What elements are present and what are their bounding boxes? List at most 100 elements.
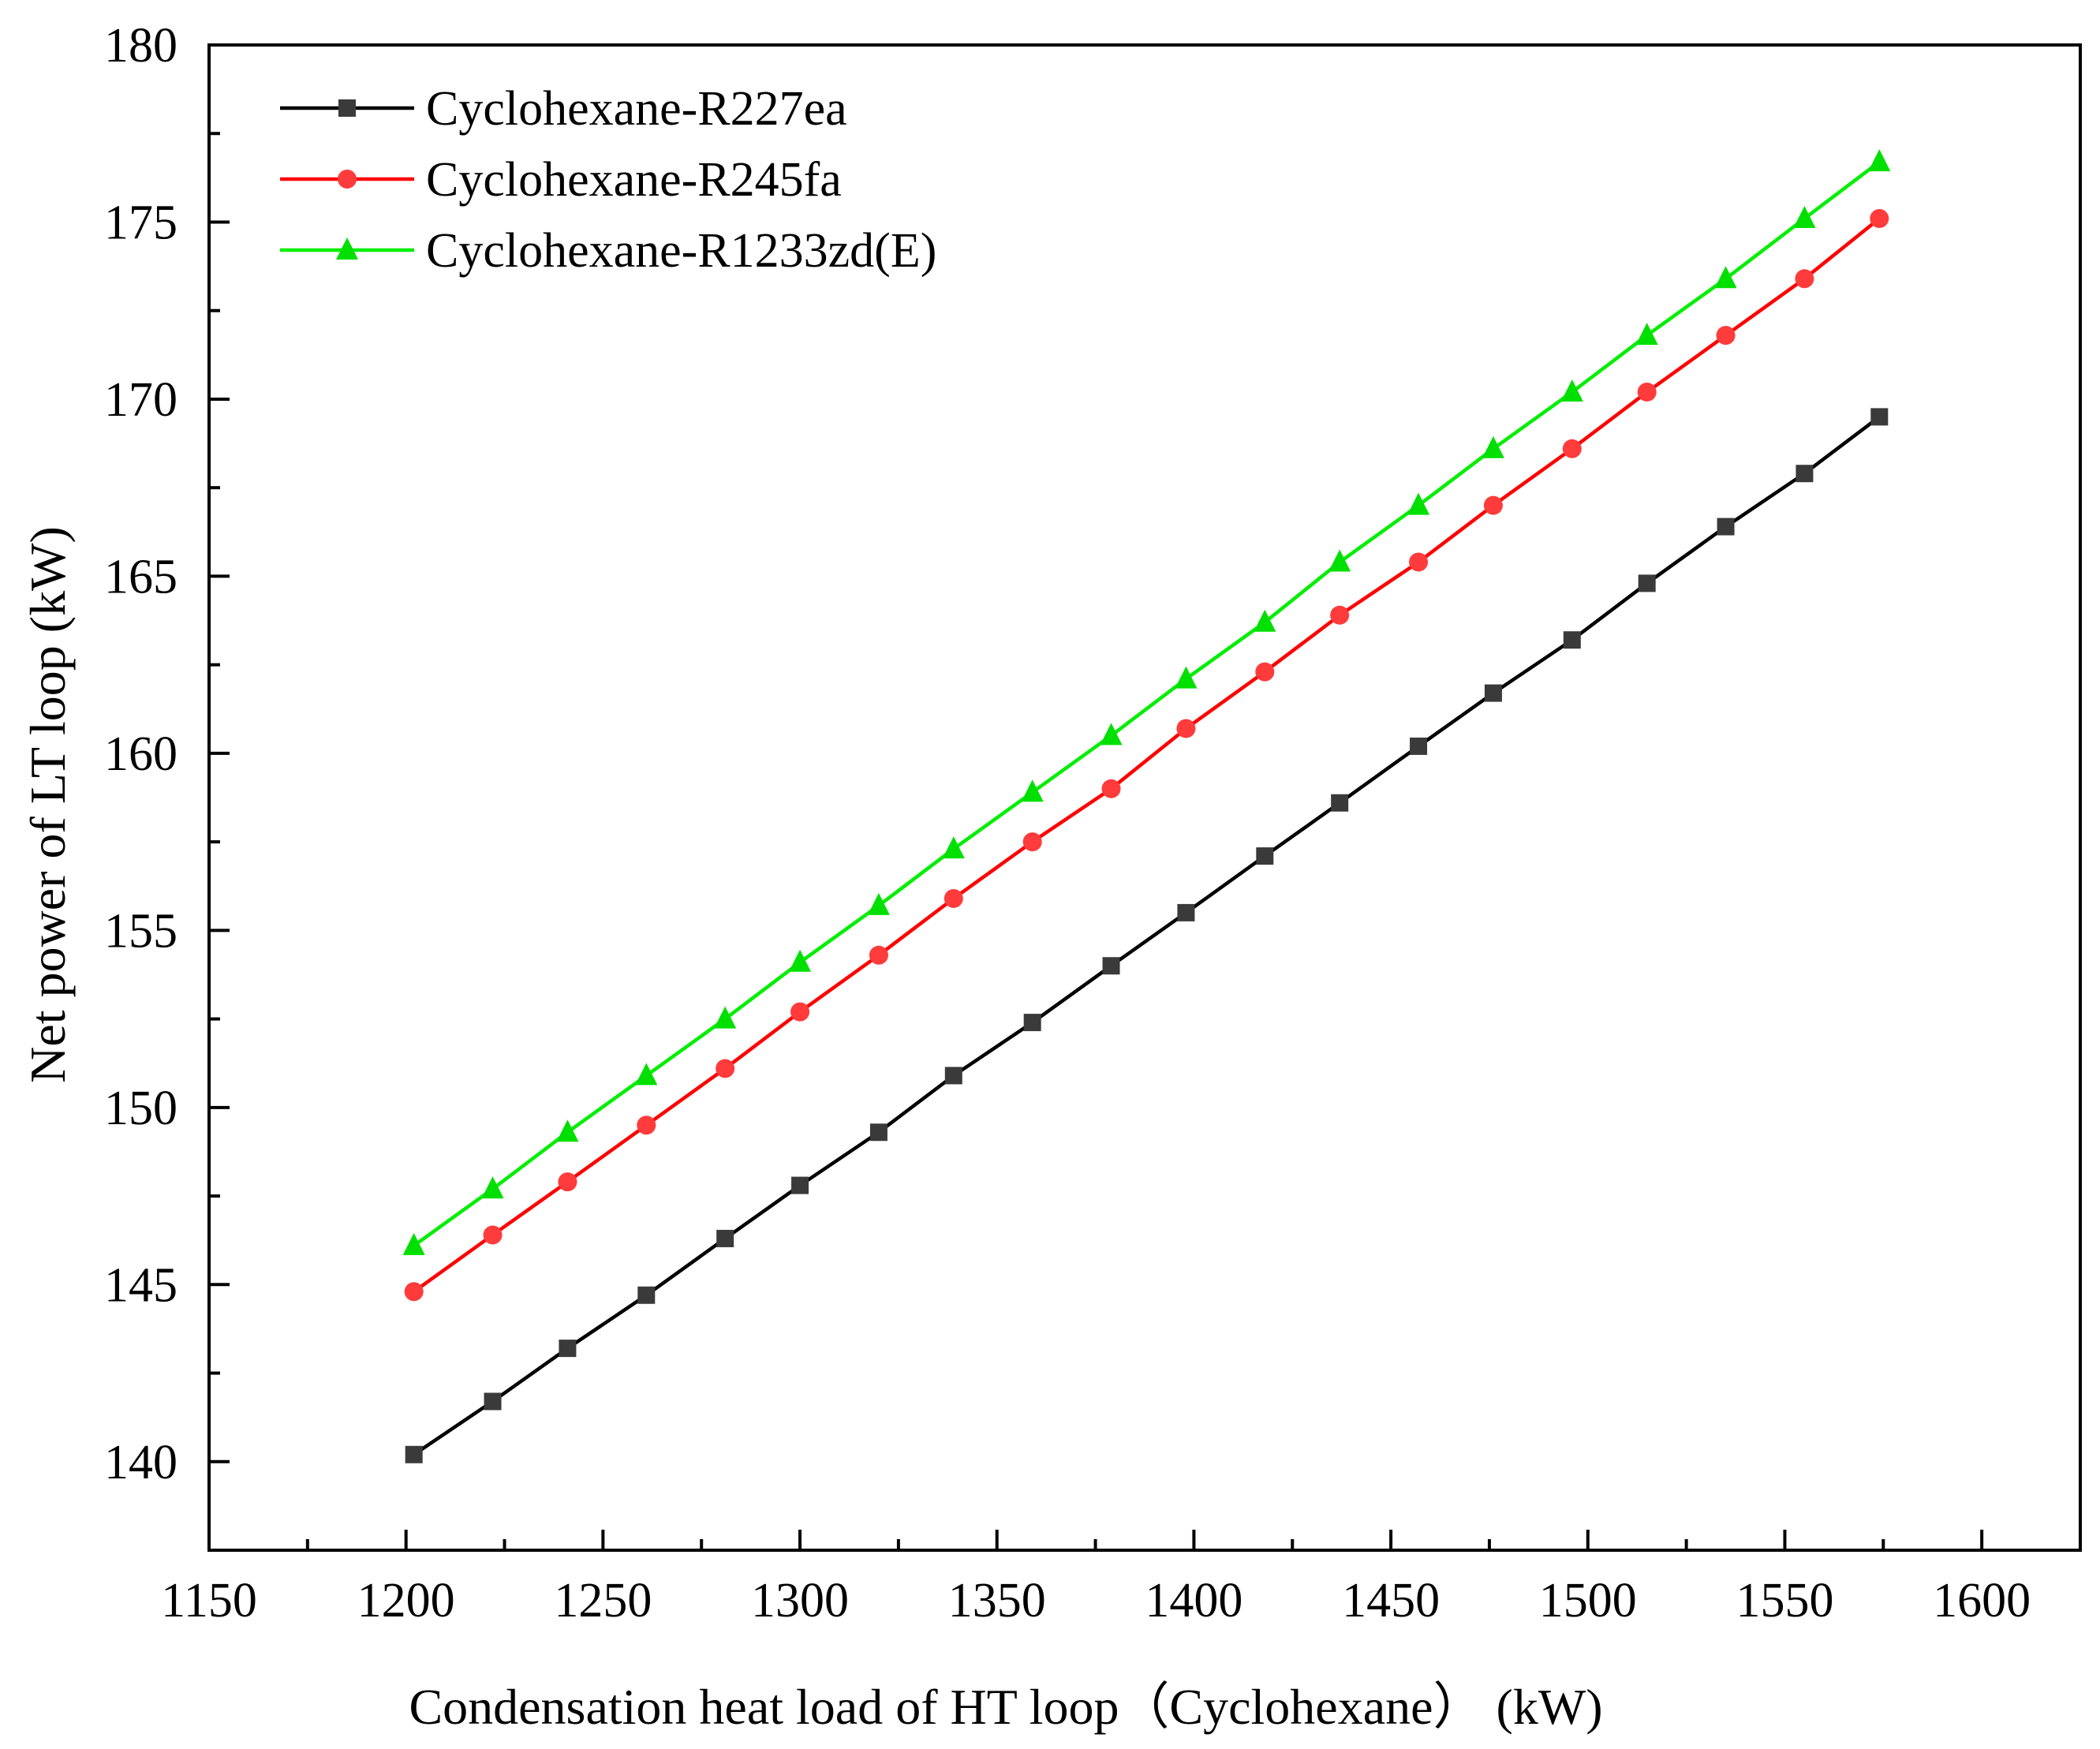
data-point bbox=[1870, 208, 1889, 228]
data-point bbox=[1254, 609, 1276, 632]
y-axis-title: Net power of LT loop (kW) bbox=[20, 526, 76, 1083]
data-point bbox=[1410, 737, 1428, 755]
legend-item: Cyclohexane-R1233zd(E) bbox=[280, 224, 936, 278]
data-point bbox=[637, 1286, 656, 1304]
data-point bbox=[714, 1006, 737, 1029]
legend-label: Cyclohexane-R245fa bbox=[426, 153, 842, 207]
data-point bbox=[1563, 631, 1581, 649]
legend-item: Cyclohexane-R227ea bbox=[280, 82, 847, 136]
legend-marker bbox=[338, 170, 357, 189]
data-point bbox=[481, 1176, 504, 1199]
data-point bbox=[1331, 794, 1349, 812]
data-point bbox=[1868, 149, 1891, 172]
y-tick-label: 160 bbox=[104, 727, 177, 781]
data-point bbox=[1637, 382, 1657, 402]
legend-marker bbox=[338, 99, 356, 117]
data-point bbox=[1638, 574, 1656, 592]
legend-marker bbox=[336, 237, 358, 260]
y-tick-label: 145 bbox=[104, 1258, 177, 1312]
data-point bbox=[556, 1119, 579, 1142]
x-tick-label: 1200 bbox=[357, 1574, 455, 1628]
y-tick-label: 150 bbox=[104, 1082, 177, 1135]
y-tick-label: 155 bbox=[104, 904, 177, 958]
data-point bbox=[404, 1282, 424, 1302]
x-tick-label: 1450 bbox=[1342, 1574, 1440, 1628]
data-point bbox=[944, 888, 963, 908]
data-point bbox=[1100, 723, 1123, 746]
data-point bbox=[635, 1063, 658, 1086]
data-point bbox=[1175, 666, 1198, 689]
legend: Cyclohexane-R227ea Cyclohexane-R245fa Cycl… bbox=[280, 82, 936, 278]
x-tick-label: 1350 bbox=[948, 1574, 1046, 1628]
data-point bbox=[1255, 662, 1275, 682]
y-tick-label: 170 bbox=[104, 373, 177, 427]
data-point bbox=[1483, 495, 1503, 515]
data-point bbox=[1256, 847, 1274, 865]
data-point bbox=[716, 1229, 734, 1247]
data-point bbox=[791, 1176, 809, 1194]
data-point bbox=[1870, 408, 1889, 426]
series-line bbox=[413, 415, 1881, 1456]
series-3 bbox=[402, 149, 1891, 1255]
data-point bbox=[1021, 779, 1044, 802]
y-tick-label: 175 bbox=[104, 196, 177, 249]
legend-item: Cyclohexane-R245fa bbox=[280, 153, 842, 207]
data-point bbox=[637, 1116, 656, 1135]
data-point bbox=[1484, 684, 1502, 702]
data-point bbox=[1560, 379, 1583, 402]
data-point bbox=[559, 1340, 577, 1358]
data-point bbox=[1716, 326, 1736, 346]
data-point bbox=[405, 1445, 423, 1463]
x-tick-label: 1550 bbox=[1736, 1574, 1833, 1628]
data-point bbox=[1562, 439, 1582, 458]
data-point bbox=[1328, 549, 1351, 572]
data-point bbox=[1635, 323, 1658, 346]
data-point bbox=[402, 1232, 425, 1255]
data-point bbox=[1795, 465, 1814, 483]
data-point bbox=[867, 892, 890, 915]
series-2 bbox=[404, 208, 1889, 1302]
series-1 bbox=[405, 408, 1889, 1463]
data-point bbox=[1101, 779, 1121, 798]
x-tick-label: 1300 bbox=[751, 1574, 849, 1628]
data-point bbox=[483, 1225, 503, 1245]
data-point bbox=[1102, 957, 1120, 975]
x-tick-label: 1250 bbox=[554, 1574, 652, 1628]
data-point bbox=[789, 949, 812, 972]
data-point bbox=[1795, 269, 1814, 289]
x-tick-label: 1150 bbox=[161, 1574, 257, 1628]
data-point bbox=[716, 1059, 735, 1078]
axes: 1150 1200 1250 1300 1350 1400 1450 1500 1550 1600… bbox=[104, 19, 2082, 1628]
data-point bbox=[790, 1002, 810, 1022]
data-point bbox=[1714, 266, 1737, 289]
data-point bbox=[484, 1392, 502, 1411]
y-tick-label: 165 bbox=[104, 550, 177, 604]
data-point bbox=[558, 1172, 577, 1192]
plot-frame bbox=[207, 43, 2082, 1552]
data-point bbox=[1717, 518, 1735, 536]
y-tick-label: 140 bbox=[104, 1436, 177, 1489]
data-point bbox=[942, 836, 965, 859]
data-point bbox=[944, 1067, 962, 1085]
data-point bbox=[869, 1123, 887, 1142]
data-point bbox=[1793, 205, 1816, 228]
data-point bbox=[1482, 435, 1504, 458]
legend-label: Cyclohexane-R227ea bbox=[426, 82, 847, 136]
x-tick-label: 1600 bbox=[1933, 1574, 2031, 1628]
x-tick-label: 1500 bbox=[1539, 1574, 1637, 1628]
data-point bbox=[1023, 1014, 1041, 1032]
legend-label: Cyclohexane-R1233zd(E) bbox=[426, 224, 936, 278]
x-tick-label: 1400 bbox=[1145, 1574, 1242, 1628]
series-line bbox=[413, 160, 1881, 1247]
data-point bbox=[1407, 492, 1430, 515]
data-point bbox=[1176, 719, 1196, 738]
plot-area bbox=[402, 149, 1891, 1463]
y-tick-label: 180 bbox=[104, 19, 177, 73]
data-point bbox=[1177, 903, 1195, 921]
x-axis-title: Condensation heat load of HT loop（Cycloh… bbox=[409, 1679, 1602, 1735]
data-point bbox=[1409, 552, 1429, 572]
series-line bbox=[413, 217, 1881, 1294]
data-point bbox=[1330, 605, 1350, 625]
